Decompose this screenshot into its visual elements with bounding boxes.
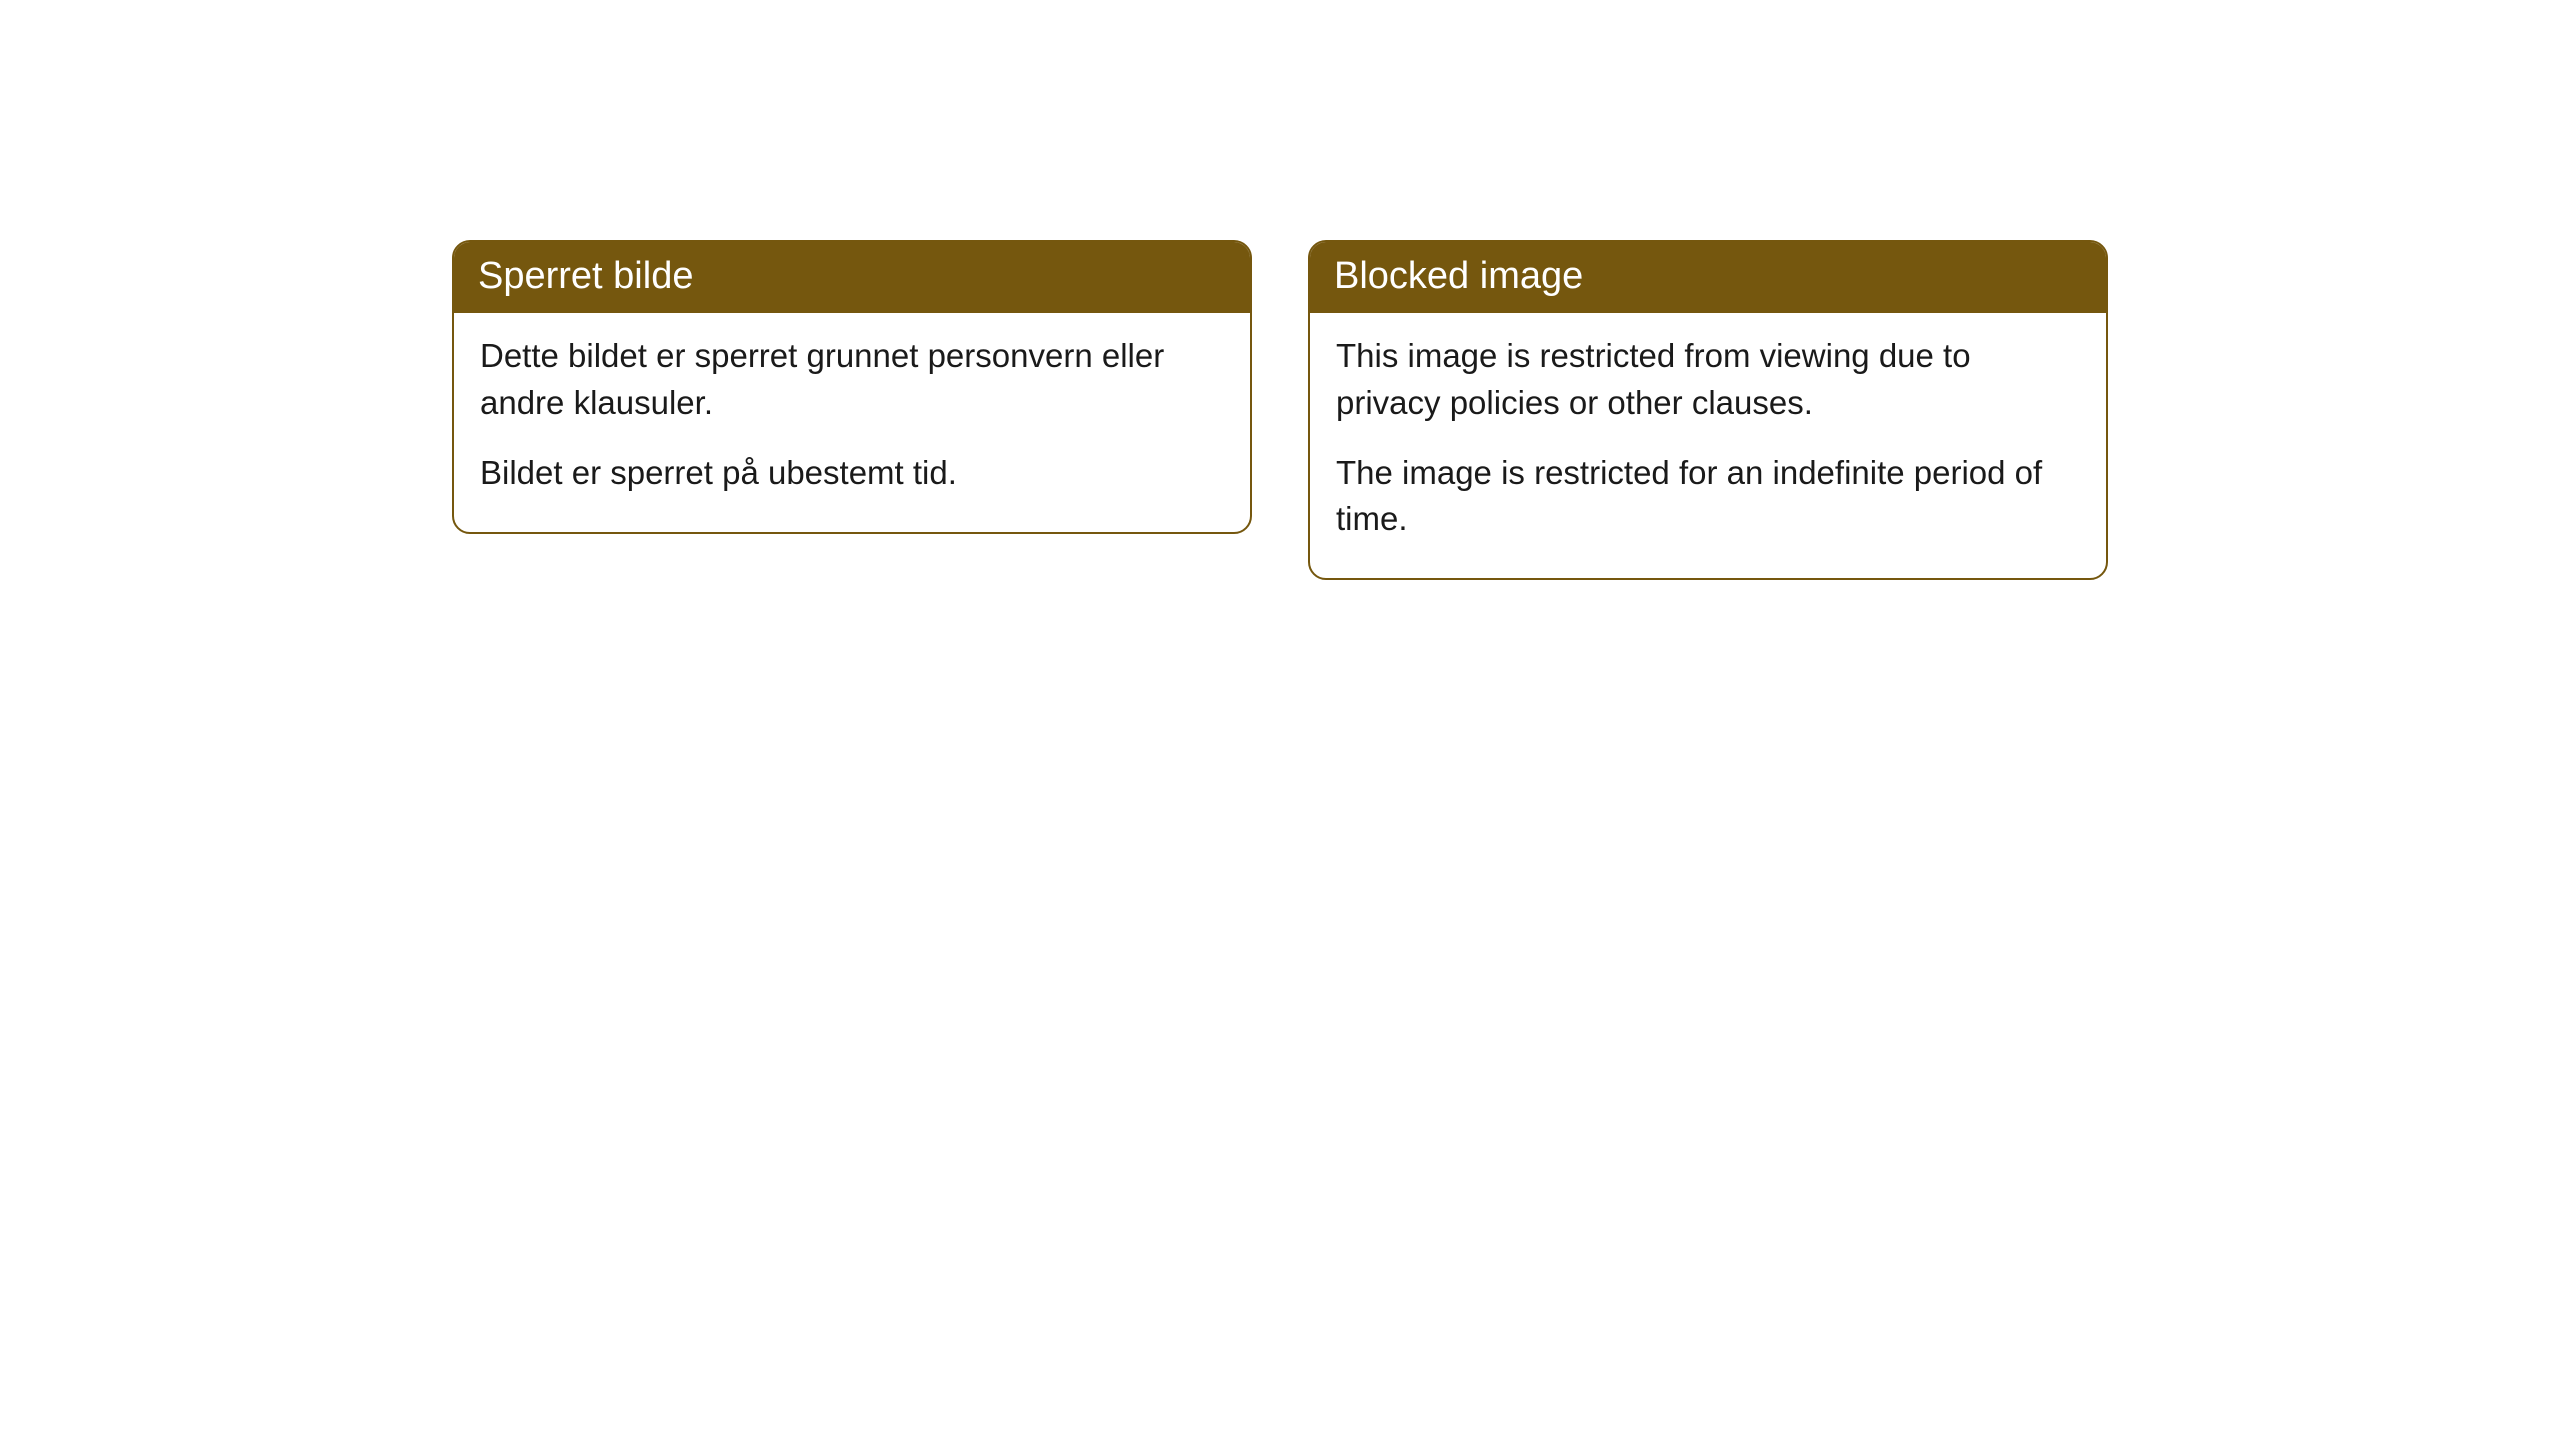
card-header: Sperret bilde bbox=[454, 242, 1250, 313]
blocked-image-card-en: Blocked image This image is restricted f… bbox=[1308, 240, 2108, 580]
card-paragraph: Bildet er sperret på ubestemt tid. bbox=[480, 450, 1224, 496]
card-paragraph: This image is restricted from viewing du… bbox=[1336, 333, 2080, 425]
card-paragraph: The image is restricted for an indefinit… bbox=[1336, 450, 2080, 542]
card-header: Blocked image bbox=[1310, 242, 2106, 313]
blocked-image-card-no: Sperret bilde Dette bildet er sperret gr… bbox=[452, 240, 1252, 534]
card-body: This image is restricted from viewing du… bbox=[1310, 313, 2106, 578]
card-paragraph: Dette bildet er sperret grunnet personve… bbox=[480, 333, 1224, 425]
card-body: Dette bildet er sperret grunnet personve… bbox=[454, 313, 1250, 532]
